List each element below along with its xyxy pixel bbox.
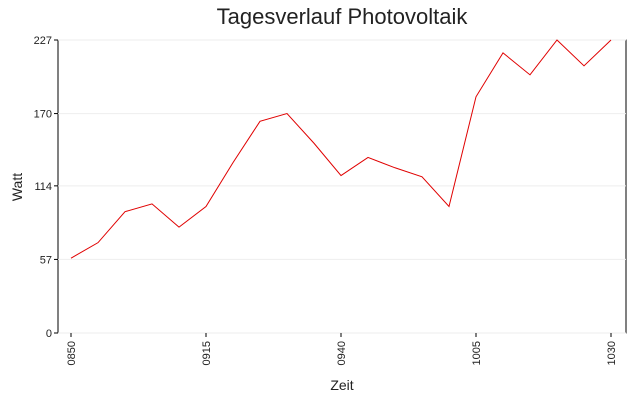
x-tick-label: 1005 (471, 341, 483, 365)
y-tick-label: 227 (34, 35, 52, 47)
chart-title: Tagesverlauf Photovoltaik (217, 4, 469, 29)
x-axis-label: Zeit (330, 377, 353, 393)
y-tick-label: 114 (34, 181, 52, 193)
y-axis-label: Watt (9, 173, 25, 201)
x-tick-label: 1030 (606, 341, 618, 365)
data-line (70, 39, 612, 259)
plot-frame (57, 39, 627, 334)
x-tick-label: 0850 (66, 341, 78, 365)
x-tick-label: 0940 (336, 341, 348, 365)
y-tick-label: 57 (40, 254, 52, 266)
x-tick-label: 0915 (201, 341, 213, 365)
y-tick-label: 170 (34, 109, 52, 121)
y-tick-label: 0 (46, 328, 52, 340)
